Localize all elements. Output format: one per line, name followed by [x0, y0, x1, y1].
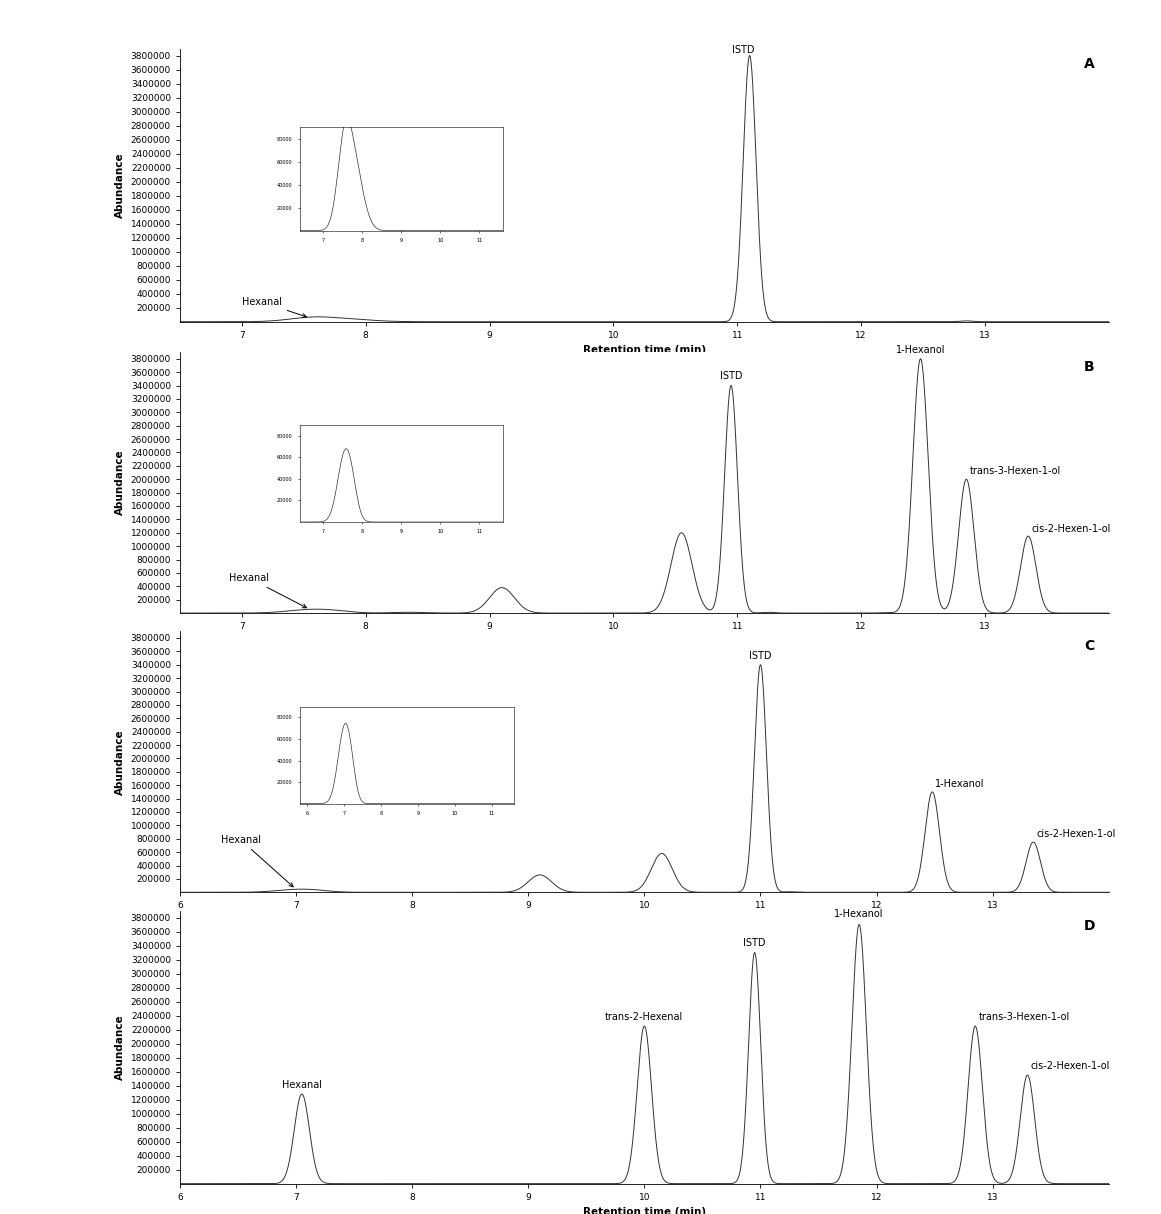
Text: D: D: [1083, 919, 1095, 932]
Text: C: C: [1084, 639, 1095, 653]
Text: 1-Hexanol: 1-Hexanol: [835, 909, 884, 919]
Text: Hexanal: Hexanal: [230, 573, 307, 608]
X-axis label: Retention time (min): Retention time (min): [583, 915, 706, 926]
Text: trans-3-Hexen-1-ol: trans-3-Hexen-1-ol: [979, 1011, 1070, 1022]
Text: ISTD: ISTD: [743, 937, 766, 947]
Text: Hexanal: Hexanal: [241, 297, 307, 317]
Y-axis label: Abundance: Abundance: [115, 728, 125, 795]
Text: cis-2-Hexen-1-ol: cis-2-Hexen-1-ol: [1037, 829, 1116, 839]
Text: A: A: [1084, 57, 1095, 70]
X-axis label: Retention time (min): Retention time (min): [583, 1207, 706, 1214]
Text: Hexanal: Hexanal: [221, 835, 294, 887]
Y-axis label: Abundance: Abundance: [115, 449, 125, 516]
X-axis label: Retention time (min): Retention time (min): [583, 636, 706, 647]
Y-axis label: Abundance: Abundance: [115, 1014, 125, 1080]
Text: trans-2-Hexenal: trans-2-Hexenal: [605, 1011, 684, 1022]
Text: ISTD: ISTD: [733, 45, 755, 56]
Text: trans-3-Hexen-1-ol: trans-3-Hexen-1-ol: [971, 466, 1061, 476]
Text: Hexanal: Hexanal: [282, 1080, 322, 1090]
Text: 1-Hexanol: 1-Hexanol: [935, 778, 985, 789]
Text: ISTD: ISTD: [749, 651, 772, 660]
Text: B: B: [1084, 359, 1095, 374]
Text: cis-2-Hexen-1-ol: cis-2-Hexen-1-ol: [1031, 1061, 1110, 1071]
Y-axis label: Abundance: Abundance: [115, 152, 125, 219]
Text: ISTD: ISTD: [720, 371, 742, 381]
Text: 1-Hexanol: 1-Hexanol: [896, 346, 945, 356]
X-axis label: Retention time (min): Retention time (min): [583, 345, 706, 356]
Text: cis-2-Hexen-1-ol: cis-2-Hexen-1-ol: [1032, 524, 1111, 534]
